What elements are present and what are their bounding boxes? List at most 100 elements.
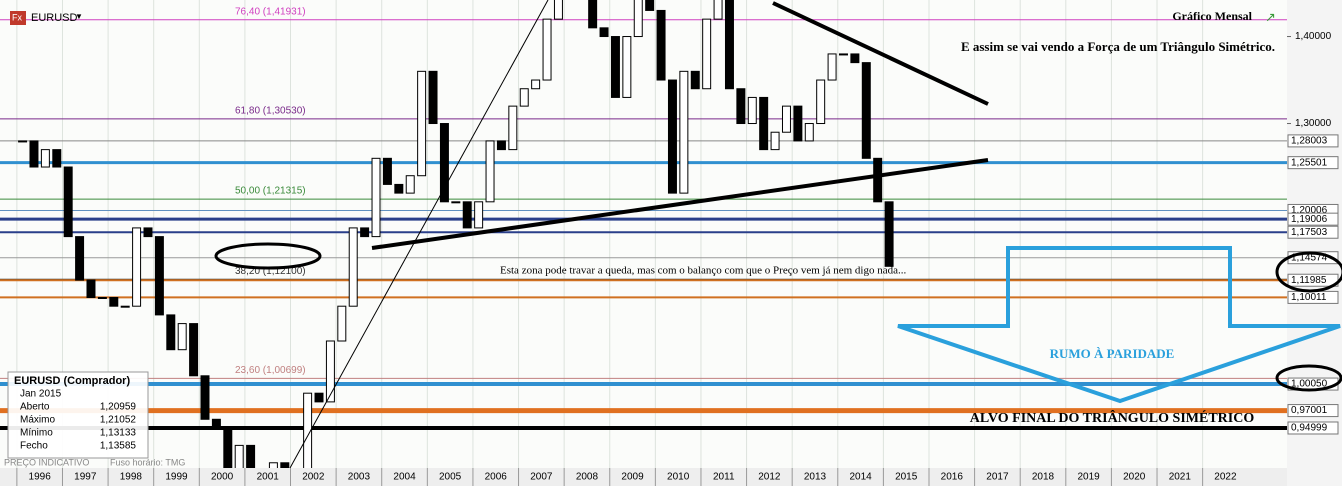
candle (873, 157, 883, 203)
price-level-box (1287, 421, 1339, 435)
candle (234, 444, 244, 468)
y-tick-label: 1,30000 (1295, 118, 1332, 129)
info-period: Jan 2015 (20, 389, 62, 400)
highlight-ellipse (1275, 251, 1342, 293)
chart-label: Gráfico Mensal (1172, 9, 1252, 23)
candle (667, 79, 677, 194)
candle (360, 227, 370, 238)
candle (29, 140, 39, 168)
x-tick-label: 1999 (165, 472, 188, 483)
price-level-box (1287, 404, 1339, 418)
candle (120, 305, 130, 308)
candle (337, 305, 347, 342)
price-level-label: 0,94999 (1291, 423, 1328, 434)
info-value: 1,13133 (100, 428, 137, 439)
candle (713, 0, 723, 20)
candle (553, 0, 563, 20)
candle (211, 418, 221, 429)
info-key: Fecho (20, 441, 48, 452)
y-tick-label: 1,40000 (1295, 31, 1332, 42)
info-value: 1,20959 (100, 402, 137, 413)
x-tick-label: 2006 (485, 472, 508, 483)
x-tick-label: 2011 (713, 472, 735, 483)
candle (405, 175, 415, 194)
candle (75, 236, 85, 281)
candle (154, 236, 164, 316)
price-level-label: 0,97001 (1291, 405, 1328, 416)
candle (508, 105, 518, 151)
candle (759, 96, 769, 151)
fx-icon-text: Fx (12, 12, 22, 22)
candle (838, 53, 848, 56)
down-arrow (897, 246, 1341, 404)
candle (474, 201, 484, 229)
x-tick-label: 2021 (1169, 472, 1192, 483)
candle (462, 201, 472, 229)
x-tick-label: 1997 (74, 472, 97, 483)
candle (439, 123, 449, 203)
candle (280, 462, 290, 468)
candle (371, 157, 381, 238)
price-level-box (1287, 225, 1339, 239)
info-title: EURUSD (Comprador) (14, 375, 130, 387)
x-tick-label: 1996 (29, 472, 52, 483)
x-tick-label: 2020 (1123, 472, 1146, 483)
candle (884, 201, 894, 267)
candle (588, 0, 598, 29)
time-axis (0, 468, 1287, 486)
candle (610, 36, 620, 98)
symbol[interactable]: EURUSD (31, 12, 78, 24)
highlight-ellipse (1275, 364, 1342, 392)
candle (52, 149, 62, 168)
x-tick-label: 2001 (257, 472, 280, 483)
candle (63, 166, 73, 238)
footer-timezone: Fuso horário: TMG (110, 457, 185, 467)
candle (132, 227, 142, 307)
symbol-dropdown[interactable]: ▼ (75, 12, 83, 21)
candle (702, 18, 712, 90)
info-key: Mínimo (20, 428, 53, 439)
target-note: ALVO FINAL DO TRIÂNGULO SIMÉTRICO (970, 409, 1255, 426)
price-level-label: 1,28003 (1291, 136, 1328, 147)
candle (109, 297, 119, 307)
x-tick-label: 2012 (758, 472, 781, 483)
candle (417, 70, 427, 177)
candle (690, 70, 700, 90)
candle (177, 323, 187, 351)
candle (86, 279, 96, 299)
candle (485, 140, 495, 203)
x-tick-label: 2017 (986, 472, 1009, 483)
x-tick-label: 2013 (804, 472, 827, 483)
candle (542, 18, 552, 81)
fib-label: 50,00 (1,21315) (235, 186, 306, 197)
candle (451, 201, 461, 204)
candle (736, 88, 746, 125)
fib-label: 76,40 (1,41931) (235, 6, 306, 17)
candle (599, 27, 609, 38)
x-tick-label: 2002 (302, 472, 325, 483)
triangle-note: E assim se vai vendo a Força de um Triân… (961, 39, 1275, 54)
candle (394, 183, 404, 194)
info-key: Máximo (20, 415, 55, 426)
trend-line (772, 1, 989, 106)
x-tick-label: 2019 (1077, 472, 1100, 483)
x-tick-label: 2014 (849, 472, 872, 483)
x-tick-label: 2000 (211, 472, 234, 483)
candle (97, 297, 107, 300)
x-tick-label: 2018 (1032, 472, 1055, 483)
candle (724, 0, 734, 90)
fx-icon (10, 11, 26, 25)
x-tick-label: 2022 (1214, 472, 1237, 483)
fib-label: 61,80 (1,30530) (235, 106, 306, 117)
candle (519, 88, 529, 107)
candle (781, 105, 791, 133)
candle (18, 140, 28, 143)
candle (747, 96, 757, 125)
x-tick-label: 2008 (576, 472, 599, 483)
candle (223, 427, 233, 468)
zone-note: Esta zona pode travar a queda, mas com o… (500, 265, 906, 277)
price-level-label: 1,11985 (1291, 275, 1327, 286)
x-tick-label: 2005 (439, 472, 462, 483)
candle (793, 105, 803, 142)
price-level-box (1287, 134, 1339, 148)
